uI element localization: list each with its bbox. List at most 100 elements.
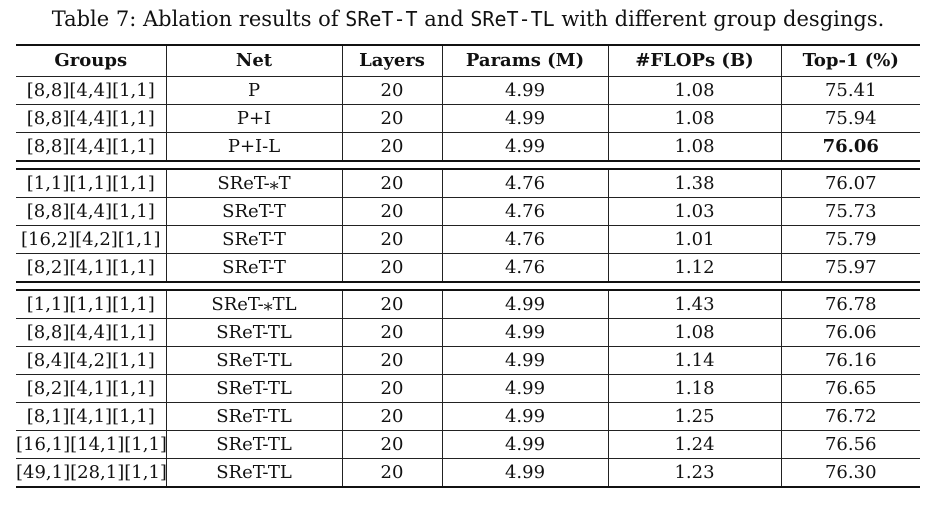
table-row: [16,2][4,2][1,1] SReT-T 20 4.76 1.01 75.79 xyxy=(16,225,920,254)
cell-net: SReT-TL xyxy=(165,346,342,375)
header-row: Groups Net Layers Params (M) #FLOPs (B) … xyxy=(16,45,920,77)
group-separator xyxy=(16,281,920,291)
cell-net: P+I xyxy=(165,104,342,133)
table-row: [8,8][4,4][1,1] P 20 4.99 1.08 75.41 xyxy=(16,76,920,105)
cell-groups: [1,1][1,1][1,1] xyxy=(16,169,166,198)
cell-layers: 20 xyxy=(341,104,442,133)
cell-layers: 20 xyxy=(341,318,442,347)
cell-params: 4.76 xyxy=(441,197,608,226)
cell-top1: 76.07 xyxy=(780,169,920,198)
cell-params: 4.99 xyxy=(441,346,608,375)
cell-net: SReT-TL xyxy=(165,374,342,403)
header-net: Net xyxy=(165,45,342,77)
cell-top1: 76.72 xyxy=(780,402,920,431)
cell-layers: 20 xyxy=(341,346,442,375)
cell-net: SReT-⁎T xyxy=(165,169,342,198)
cell-groups: [1,1][1,1][1,1] xyxy=(16,290,166,319)
caption-model-b: SReT-TL xyxy=(470,7,555,31)
cell-groups: [49,1][28,1][1,1] xyxy=(16,458,167,488)
cell-flops: 1.25 xyxy=(607,402,781,431)
cell-layers: 20 xyxy=(341,374,442,403)
group-separator xyxy=(16,160,920,170)
cell-params: 4.99 xyxy=(441,458,608,488)
cell-flops: 1.08 xyxy=(607,318,781,347)
caption-middle: and xyxy=(417,7,471,31)
cell-groups: [8,8][4,4][1,1] xyxy=(16,104,166,133)
cell-top1: 76.65 xyxy=(780,374,920,403)
cell-params: 4.76 xyxy=(441,253,608,283)
cell-groups: [8,8][4,4][1,1] xyxy=(16,197,166,226)
cell-flops: 1.24 xyxy=(607,430,781,459)
cell-params: 4.76 xyxy=(441,225,608,254)
cell-groups: [8,4][4,2][1,1] xyxy=(16,346,166,375)
cell-layers: 20 xyxy=(341,290,442,319)
cell-net: SReT-TL xyxy=(165,458,342,488)
cell-top1: 76.78 xyxy=(780,290,920,319)
cell-flops: 1.08 xyxy=(607,132,781,162)
caption-suffix: with different group desgings. xyxy=(554,7,885,31)
cell-flops: 1.23 xyxy=(607,458,781,488)
cell-flops: 1.38 xyxy=(607,169,781,198)
cell-flops: 1.14 xyxy=(607,346,781,375)
table-row: [8,8][4,4][1,1] SReT-TL 20 4.99 1.08 76.06 xyxy=(16,318,920,347)
cell-flops: 1.12 xyxy=(607,253,781,283)
cell-net: SReT-⁎TL xyxy=(165,290,342,319)
cell-layers: 20 xyxy=(341,132,442,162)
table-row: [1,1][1,1][1,1] SReT-⁎T 20 4.76 1.38 76.07 xyxy=(16,169,920,198)
table-row: [8,2][4,1][1,1] SReT-TL 20 4.99 1.18 76.65 xyxy=(16,374,920,403)
header-params: Params (M) xyxy=(441,45,608,77)
cell-top1: 75.94 xyxy=(780,104,920,133)
caption-prefix: Table 7: Ablation results of xyxy=(51,7,346,31)
cell-groups: [8,1][4,1][1,1] xyxy=(16,402,166,431)
caption-model-a: SReT-T xyxy=(345,7,418,31)
cell-params: 4.99 xyxy=(441,290,608,319)
cell-params: 4.99 xyxy=(441,132,608,162)
cell-params: 4.99 xyxy=(441,402,608,431)
cell-groups: [8,8][4,4][1,1] xyxy=(16,132,166,162)
table-row: [8,4][4,2][1,1] SReT-TL 20 4.99 1.14 76.16 xyxy=(16,346,920,375)
cell-groups: [8,2][4,1][1,1] xyxy=(16,253,166,283)
cell-layers: 20 xyxy=(341,169,442,198)
cell-flops: 1.03 xyxy=(607,197,781,226)
cell-net: SReT-T xyxy=(165,225,342,254)
cell-layers: 20 xyxy=(341,430,442,459)
table-row: [8,8][4,4][1,1] P+I-L 20 4.99 1.08 76.06 xyxy=(16,132,920,162)
table-row: [8,8][4,4][1,1] P+I 20 4.99 1.08 75.94 xyxy=(16,104,920,133)
table-row: [8,8][4,4][1,1] SReT-T 20 4.76 1.03 75.73 xyxy=(16,197,920,226)
double-rule xyxy=(16,281,920,291)
cell-flops: 1.08 xyxy=(607,76,781,105)
cell-params: 4.99 xyxy=(441,76,608,105)
cell-layers: 20 xyxy=(341,253,442,283)
cell-top1: 76.56 xyxy=(780,430,920,459)
table-row: [1,1][1,1][1,1] SReT-⁎TL 20 4.99 1.43 76.78 xyxy=(16,290,920,319)
cell-layers: 20 xyxy=(341,458,442,488)
cell-params: 4.99 xyxy=(441,104,608,133)
header-top1: Top-1 (%) xyxy=(780,45,920,77)
cell-layers: 20 xyxy=(341,402,442,431)
cell-flops: 1.43 xyxy=(607,290,781,319)
cell-layers: 20 xyxy=(341,225,442,254)
cell-net: P+I-L xyxy=(165,132,342,162)
cell-top1: 75.97 xyxy=(780,253,920,283)
cell-flops: 1.18 xyxy=(607,374,781,403)
cell-top1: 76.06 xyxy=(780,132,920,162)
cell-flops: 1.01 xyxy=(607,225,781,254)
table-row: [8,2][4,1][1,1] SReT-T 20 4.76 1.12 75.97 xyxy=(16,253,920,283)
cell-groups: [8,8][4,4][1,1] xyxy=(16,76,166,105)
table-row: [8,1][4,1][1,1] SReT-TL 20 4.99 1.25 76.72 xyxy=(16,402,920,431)
cell-params: 4.76 xyxy=(441,169,608,198)
cell-top1: 76.16 xyxy=(780,346,920,375)
table-body: [8,8][4,4][1,1] P 20 4.99 1.08 75.41 [8,8][4,4… xyxy=(16,76,920,488)
cell-net: SReT-T xyxy=(165,253,342,283)
cell-params: 4.99 xyxy=(441,430,608,459)
table-row: [49,1][28,1][1,1] SReT-TL 20 4.99 1.23 76.30 xyxy=(16,458,920,488)
cell-net: SReT-TL xyxy=(165,318,342,347)
cell-groups: [16,1][14,1][1,1] xyxy=(16,430,167,459)
cell-groups: [8,2][4,1][1,1] xyxy=(16,374,166,403)
cell-top1: 75.73 xyxy=(780,197,920,226)
cell-top1: 75.79 xyxy=(780,225,920,254)
table-caption: Table 7: Ablation results of SReT-T and … xyxy=(0,6,936,32)
header-flops: #FLOPs (B) xyxy=(607,45,781,77)
header-layers: Layers xyxy=(341,45,442,77)
